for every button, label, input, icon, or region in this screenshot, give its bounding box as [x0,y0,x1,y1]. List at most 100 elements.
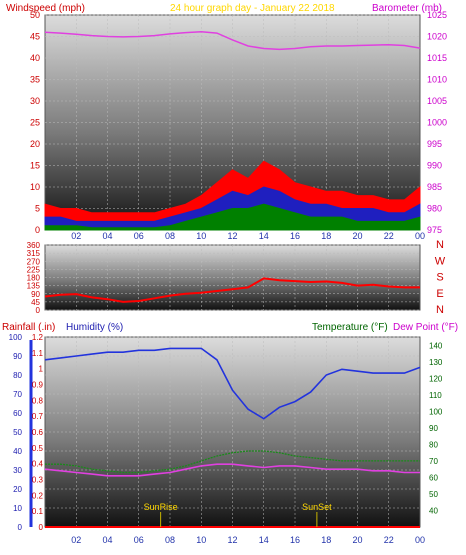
wind-speed-tick: 15 [30,161,40,171]
wind-speed-tick: 10 [30,182,40,192]
barometer-tick: 990 [427,161,442,171]
humidity-axis-title: Humidity (%) [66,322,123,333]
time-tick-label: 20 [352,535,362,545]
rainfall-tick: 0.7 [32,412,44,421]
barometer-series [44,31,421,51]
time-tick-label: 14 [259,535,269,545]
wind-speed-tick: 50 [30,10,40,20]
direction-tick: 315 [27,249,41,258]
temperature-tick: 70 [429,457,438,466]
humidity-tick: 40 [13,447,22,456]
humidity-series [44,347,421,420]
humidity-tick: 80 [13,371,22,380]
time-tick-label: 08 [165,535,175,545]
time-tick-label: 12 [227,231,237,241]
humidity-tick: 30 [13,466,22,475]
temperature-tick-labels: 40 50 60 70 80 90 100 110 120 130 140 [429,341,443,515]
barometer-tick: 1015 [427,53,447,63]
rainfall-tick: 0.1 [32,507,44,516]
dewpoint-series [44,463,420,477]
temperature-tick: 130 [429,358,443,367]
wind-speed-tick: 20 [30,139,40,149]
humidity-tick: 90 [13,352,22,361]
temperature-series [45,450,420,474]
direction-tick: 135 [27,282,41,291]
wind-speed-tick: 40 [30,53,40,63]
temperature-tick: 60 [429,473,438,482]
time-tick-label: 22 [384,535,394,545]
rainfall-tick: 1.2 [32,333,44,342]
sunset-label: SunSet [302,502,332,512]
wind-speed-tick: 35 [30,75,40,85]
direction-tick: 225 [27,265,41,274]
time-tick-label: 02 [71,231,81,241]
direction-tick: 90 [31,290,40,299]
rainfall-axis-title: Rainfall (.in) [2,322,55,333]
wind-direction-series [44,277,420,303]
wind-speed-tick: 0 [35,225,40,235]
wind-time-tick-labels: 02 04 06 08 10 12 14 16 18 20 22 00 [71,231,425,241]
humidity-tick-labels: 0 10 20 30 40 50 60 70 80 90 100 [9,333,23,532]
windspeed-axis-title: Windspeed (mph) [6,3,85,14]
rainfall-tick: 0.6 [32,428,44,437]
rainfall-tick: 0.3 [32,476,44,485]
barometer-tick: 995 [427,139,442,149]
barometer-tick-labels: 975 980 985 990 995 1000 1005 1010 1015 1020 1025 [427,10,447,235]
time-tick-label: 22 [384,231,394,241]
barometer-tick: 1000 [427,118,447,128]
temperature-humidity-panel: 0 0.1 0.2 0.3 0.4 0.5 0.6 0.7 0.8 0.9 1 1.1 1.2 0 10 2… [9,333,443,545]
rainfall-tick: 1 [39,365,44,374]
rainfall-tick-labels: 0 0.1 0.2 0.3 0.4 0.5 0.6 0.7 0.8 0.9 1 1.1 1.2 [32,333,44,532]
time-tick-label: 18 [321,231,331,241]
wind-speed-tick-labels: 0 5 10 15 20 25 30 35 40 45 50 [30,10,40,235]
time-tick-label: 14 [259,231,269,241]
temperature-tick: 50 [429,490,438,499]
barometer-tick: 1010 [427,75,447,85]
rainfall-tick: 1.1 [32,349,44,358]
temperature-tick: 90 [429,424,438,433]
temperature-tick: 110 [429,391,442,400]
time-tick-label: 02 [71,535,81,545]
direction-tick: 270 [27,257,41,266]
wind-low-series [44,203,421,231]
time-tick-label: 16 [290,535,300,545]
rainfall-tick: 0.8 [32,396,44,405]
wind-speed-tick: 30 [30,96,40,106]
compass-letter: N [436,239,444,251]
wind-series-layer [44,31,421,231]
rainfall-tick: 0.9 [32,381,44,390]
compass-letter: W [435,255,446,267]
direction-tick: 360 [27,241,41,250]
humidity-tick: 50 [13,428,22,437]
barometer-tick: 1005 [427,96,447,106]
temperature-tick: 40 [429,506,438,515]
time-tick-label: 04 [102,231,112,241]
direction-tick: 180 [27,274,41,283]
temperature-axis-title: Temperature (°F) [312,322,388,333]
barometer-axis-title: Barometer (mb) [372,3,442,14]
humidity-tick: 20 [13,485,22,494]
barometer-tick: 975 [427,225,442,235]
time-tick-label: 00 [415,535,425,545]
wind-speed-tick: 25 [30,118,40,128]
direction-tick: 45 [31,298,40,307]
temperature-time-tick-labels: 02 04 06 08 10 12 14 16 18 20 22 00 [71,535,425,545]
rainfall-tick: 0.2 [32,491,44,500]
humidity-tick: 0 [18,523,23,532]
time-tick-label: 06 [134,535,144,545]
temperature-tick: 140 [429,341,443,350]
time-tick-label: 10 [196,535,206,545]
rainfall-tick: 0.4 [32,460,44,469]
direction-series-layer [44,277,420,303]
barometer-tick: 1025 [427,10,447,20]
compass-letter: N [436,304,444,316]
time-tick-label: 20 [352,231,362,241]
compass-letter: E [436,288,443,300]
time-tick-label: 18 [321,535,331,545]
time-tick-label: 00 [415,231,425,241]
temperature-tick: 100 [429,407,443,416]
